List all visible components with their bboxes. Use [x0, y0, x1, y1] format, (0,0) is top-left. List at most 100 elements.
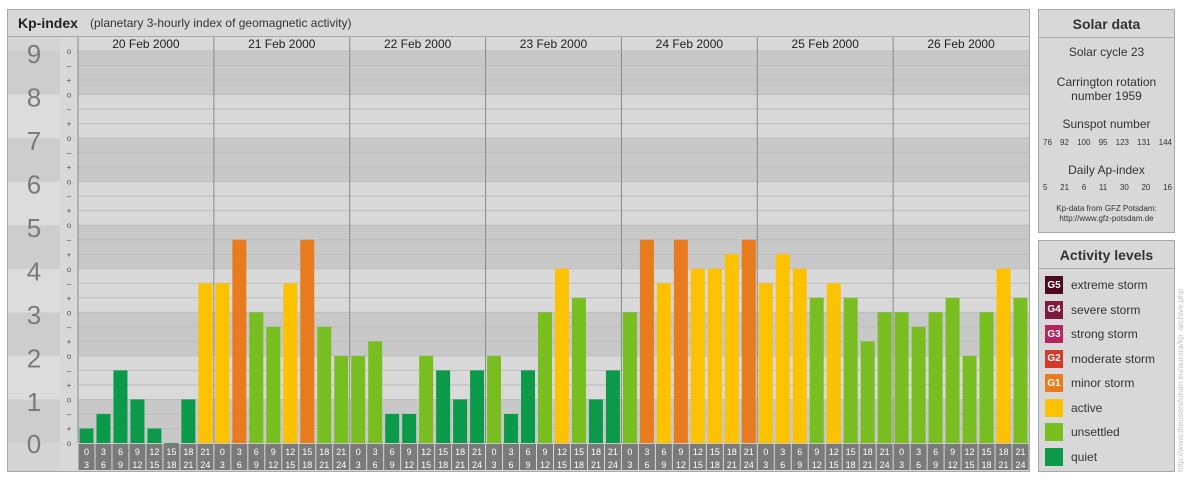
interval-start-label: 9 — [407, 447, 412, 457]
interval-label-cell — [672, 444, 689, 470]
interval-end-label: 3 — [899, 460, 904, 470]
interval-label-cell — [961, 444, 978, 470]
kp-bar — [521, 370, 536, 443]
interval-label-cell — [723, 444, 740, 470]
kp-bar — [639, 239, 654, 443]
minor-tick-label: – — [67, 105, 72, 114]
interval-end-label: 3 — [492, 460, 497, 470]
interval-start-label: 9 — [135, 447, 140, 457]
interval-start-label: 12 — [965, 447, 975, 457]
interval-label-cell — [570, 444, 587, 470]
kp-bar — [1013, 297, 1028, 443]
interval-end-label: 24 — [744, 460, 754, 470]
sunspot-value: 123 — [1115, 138, 1129, 147]
chart-title: Kp-index — [18, 15, 78, 31]
legend-label: minor storm — [1071, 376, 1135, 390]
interval-start-label: 21 — [200, 447, 210, 457]
interval-label-cell — [401, 444, 418, 470]
interval-label-cell — [265, 444, 282, 470]
ap-index-value: 20 — [1141, 183, 1151, 192]
sunspot-value: 95 — [1098, 138, 1108, 147]
activity-levels-title: Activity levels — [1039, 241, 1174, 269]
interval-label-cell — [604, 444, 621, 470]
source-line1: Kp-data from GFZ Potsdam: — [1056, 204, 1157, 213]
kp-bar — [113, 370, 128, 443]
interval-end-label: 21 — [999, 460, 1009, 470]
y-tick-label: 3 — [27, 300, 41, 330]
interval-end-label: 18 — [438, 460, 448, 470]
interval-label-cell — [282, 444, 299, 470]
interval-start-label: 0 — [84, 447, 89, 457]
source-link[interactable]: http://www.gfz-potsdam.de — [1059, 214, 1154, 223]
interval-label-cell — [95, 444, 112, 470]
ap-index-title: Daily Ap-index — [1068, 163, 1145, 177]
interval-end-label: 15 — [965, 460, 975, 470]
kp-bar — [826, 283, 841, 443]
plot-band — [78, 51, 1029, 95]
kp-bar — [130, 399, 145, 443]
interval-start-label: 6 — [118, 447, 123, 457]
sunspot-value: 76 — [1043, 138, 1052, 147]
interval-start-label: 3 — [780, 447, 785, 457]
interval-label-cell — [774, 444, 791, 470]
interval-end-label: 9 — [797, 460, 802, 470]
plot-band — [78, 138, 1029, 182]
legend-item: G2 moderate storm — [1045, 349, 1155, 369]
y-tick-label: 4 — [27, 257, 41, 287]
interval-label-cell — [1012, 444, 1029, 470]
interval-end-label: 21 — [183, 460, 193, 470]
minor-tick-label: + — [67, 250, 72, 259]
kp-bar — [656, 283, 671, 443]
solar-data-panel: Solar data Solar cycle 23 Carrington rot… — [1038, 9, 1175, 233]
interval-start-label: 6 — [661, 447, 666, 457]
legend-item: G5 extreme storm — [1045, 275, 1148, 295]
interval-end-label: 3 — [627, 460, 632, 470]
kp-bar — [470, 370, 485, 443]
y-tick-label: 5 — [27, 213, 41, 243]
watermark: http://www.theusersforum.eu/aurora/kp_ar… — [1176, 288, 1184, 472]
kp-bar — [571, 297, 586, 443]
y-band — [8, 138, 60, 182]
interval-start-label: 12 — [829, 447, 839, 457]
interval-end-label: 15 — [421, 460, 431, 470]
sunspot-title: Sunspot number — [1062, 117, 1151, 131]
chart-title-bar: Kp-index (planetary 3-hourly index of ge… — [8, 10, 1029, 37]
kp-bar — [555, 268, 569, 443]
minor-tick-label: o — [67, 178, 72, 187]
kp-bar — [860, 341, 875, 443]
interval-label-cell — [520, 444, 537, 470]
interval-end-label: 12 — [540, 460, 550, 470]
minor-tick-label: – — [67, 410, 72, 419]
interval-label-cell — [859, 444, 876, 470]
interval-end-label: 6 — [644, 460, 649, 470]
kp-bar — [317, 326, 332, 443]
interval-end-label: 3 — [763, 460, 768, 470]
kp-bar — [249, 312, 264, 443]
day-label: 25 Feb 2000 — [792, 37, 860, 51]
interval-end-label: 15 — [557, 460, 567, 470]
interval-label-cell — [316, 444, 333, 470]
interval-end-label: 24 — [608, 460, 618, 470]
interval-end-label: 6 — [101, 460, 106, 470]
carrington-rotation-line2: number 1959 — [1071, 89, 1142, 103]
interval-label-cell — [944, 444, 961, 470]
y-band — [8, 181, 60, 226]
legend-item: G1 minor storm — [1045, 373, 1134, 393]
interval-label-cell — [486, 444, 503, 470]
interval-start-label: 18 — [863, 447, 873, 457]
interval-end-label: 18 — [846, 460, 856, 470]
minor-tick-label: o — [67, 134, 72, 143]
interval-end-label: 6 — [509, 460, 514, 470]
legend-swatch — [1045, 447, 1063, 466]
chart-subtitle: (planetary 3-hourly index of geomagnetic… — [90, 16, 352, 30]
interval-end-label: 3 — [220, 460, 225, 470]
interval-label-cell — [706, 444, 723, 470]
kp-chart-panel: Kp-index (planetary 3-hourly index of ge… — [7, 9, 1030, 472]
interval-start-label: 15 — [166, 447, 176, 457]
minor-tick-label: + — [67, 424, 72, 433]
kp-bar — [877, 312, 892, 443]
y-band — [8, 268, 60, 313]
interval-start-label: 15 — [710, 447, 720, 457]
minor-tick-label: + — [67, 294, 72, 303]
